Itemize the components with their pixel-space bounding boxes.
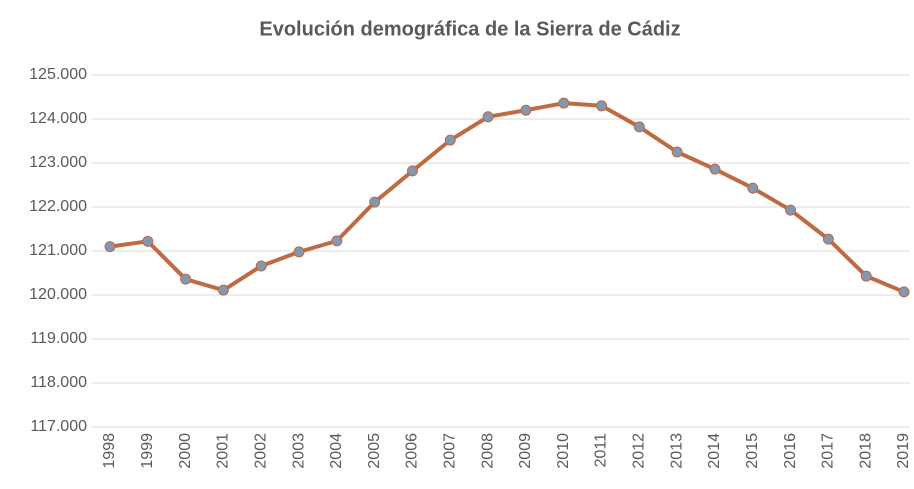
marker bbox=[822, 233, 834, 245]
marker bbox=[671, 146, 683, 158]
y-tick-label: 118.000 bbox=[30, 374, 87, 391]
marker bbox=[217, 284, 229, 296]
line bbox=[109, 101, 905, 294]
x-tick-label: 2009 bbox=[517, 433, 534, 469]
x-tick-label: 2002 bbox=[252, 433, 269, 469]
x-tick-label: 2018 bbox=[857, 433, 874, 469]
y-tick-label: 121.000 bbox=[29, 242, 87, 259]
marker bbox=[747, 182, 759, 194]
x-tick-label: 2011 bbox=[593, 433, 610, 468]
x-tick-label: 1999 bbox=[139, 433, 156, 469]
y-tick-label: 119.000 bbox=[30, 330, 87, 347]
x-tick-label: 2017 bbox=[820, 433, 837, 469]
y-tick-label: 117.000 bbox=[30, 418, 87, 435]
x-tick-label: 1998 bbox=[101, 433, 118, 469]
x-tick-label: 2012 bbox=[631, 433, 648, 469]
marker bbox=[406, 165, 418, 177]
marker bbox=[444, 134, 456, 146]
x-tick-label: 2010 bbox=[555, 433, 572, 469]
y-tick-label: 125.000 bbox=[29, 66, 87, 83]
marker bbox=[860, 270, 872, 282]
x-tick-label: 2016 bbox=[782, 433, 799, 469]
marker bbox=[633, 121, 645, 133]
y-tick-label: 122.000 bbox=[29, 198, 87, 215]
y-tick-label: 123.000 bbox=[29, 154, 87, 171]
x-tick-label: 2014 bbox=[706, 433, 723, 469]
y-tick-label: 124.000 bbox=[29, 110, 87, 127]
marker bbox=[558, 97, 570, 109]
marker bbox=[596, 100, 608, 112]
x-tick-label: 2008 bbox=[479, 433, 496, 469]
x-tick-label: 2003 bbox=[290, 433, 307, 469]
marker bbox=[293, 246, 305, 258]
marker bbox=[104, 241, 116, 253]
marker bbox=[785, 204, 797, 216]
x-tick-label: 2007 bbox=[442, 433, 459, 469]
y-tick-label: 120.000 bbox=[29, 286, 87, 303]
x-tick-label: 2000 bbox=[177, 433, 194, 469]
marker bbox=[331, 235, 343, 247]
marker bbox=[709, 163, 721, 175]
x-tick-label: 2013 bbox=[668, 433, 685, 469]
x-tick-label: 2006 bbox=[404, 433, 421, 469]
marker bbox=[369, 196, 381, 208]
x-tick-label: 2015 bbox=[744, 433, 761, 469]
x-tick-label: 2005 bbox=[366, 433, 383, 469]
marker bbox=[898, 286, 910, 298]
x-tick-label: 2019 bbox=[895, 433, 912, 469]
marker bbox=[482, 111, 494, 123]
x-tick-label: 2004 bbox=[328, 433, 345, 469]
marker bbox=[520, 104, 532, 116]
marker bbox=[142, 235, 154, 247]
x-tick-label: 2001 bbox=[215, 433, 232, 469]
chart-title: Evolución demográfica de la Sierra de Cá… bbox=[259, 18, 680, 40]
marker bbox=[180, 273, 192, 285]
marker bbox=[255, 260, 267, 272]
